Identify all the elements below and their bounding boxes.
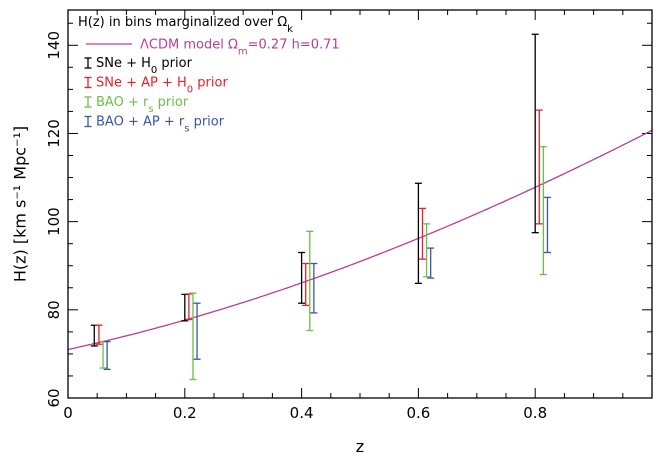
error-bar [306,230,314,332]
error-bar [185,293,193,321]
x-tick-label: 0.6 [406,404,430,422]
error-bars-layer [90,33,551,381]
error-bar [189,292,197,381]
error-bar [543,196,551,254]
error-bar [310,262,318,314]
error-bar [302,262,310,307]
legend-entry: BAO + AP + rs prior [84,115,225,135]
x-tick-label: 0.4 [290,404,314,422]
y-tick-label: 120 [45,119,63,148]
error-bar [531,33,539,234]
error-bar [181,293,189,322]
y-axis-label: H(z) [km s⁻¹ Mpc⁻¹] [11,126,30,282]
legend-title: H(z) in bins marginalized over Ωk [78,15,293,35]
y-tick-label: 80 [45,300,63,319]
tick-labels: 0 0.2 0.4 0.6 0.8 60 80 100 120 140 [45,31,547,422]
plot-frame [67,9,653,399]
legend-model-entry: ΛCDM model Ωm=0.27 h=0.71 [86,38,340,58]
legend-label: BAO + rs prior [96,95,189,115]
legend-label: SNe + AP + H0 prior [96,76,228,96]
error-bar [193,302,201,360]
series-2 [99,146,547,381]
error-bar [99,340,107,369]
x-tick-label: 0.2 [173,404,197,422]
svg-text:ΛCDM model Ωm=0.27 h=0.71: ΛCDM model Ωm=0.27 h=0.71 [140,38,340,58]
series-0 [90,33,539,347]
error-bar [298,251,306,304]
y-tick-label: 140 [45,31,63,60]
error-bar [539,146,547,276]
x-tick-label: 0.8 [523,404,547,422]
legend: H(z) in bins marginalized over Ωk ΛCDM mo… [78,15,340,134]
lcdm-model-curve [67,129,653,351]
x-tick-label: 0 [63,404,73,422]
series-3 [103,196,551,370]
legend-entry: SNe + H0 prior [84,56,193,76]
legend-label: BAO + AP + rs prior [96,115,225,135]
tick-marks [68,10,652,398]
error-bar [427,247,435,279]
error-bar [103,340,111,370]
error-bar [423,223,431,278]
model-curve-layer [67,129,653,351]
error-bar [535,109,543,225]
error-bar [414,182,422,285]
y-tick-label: 60 [45,388,63,407]
error-bar [418,207,426,260]
legend-label: SNe + H0 prior [96,56,193,76]
y-tick-label: 100 [45,207,63,236]
error-bar [95,324,103,345]
legend-entry: SNe + AP + H0 prior [84,76,228,96]
series-1 [95,109,543,345]
legend-entry: BAO + rs prior [84,95,189,115]
x-axis-label: z [356,437,364,456]
